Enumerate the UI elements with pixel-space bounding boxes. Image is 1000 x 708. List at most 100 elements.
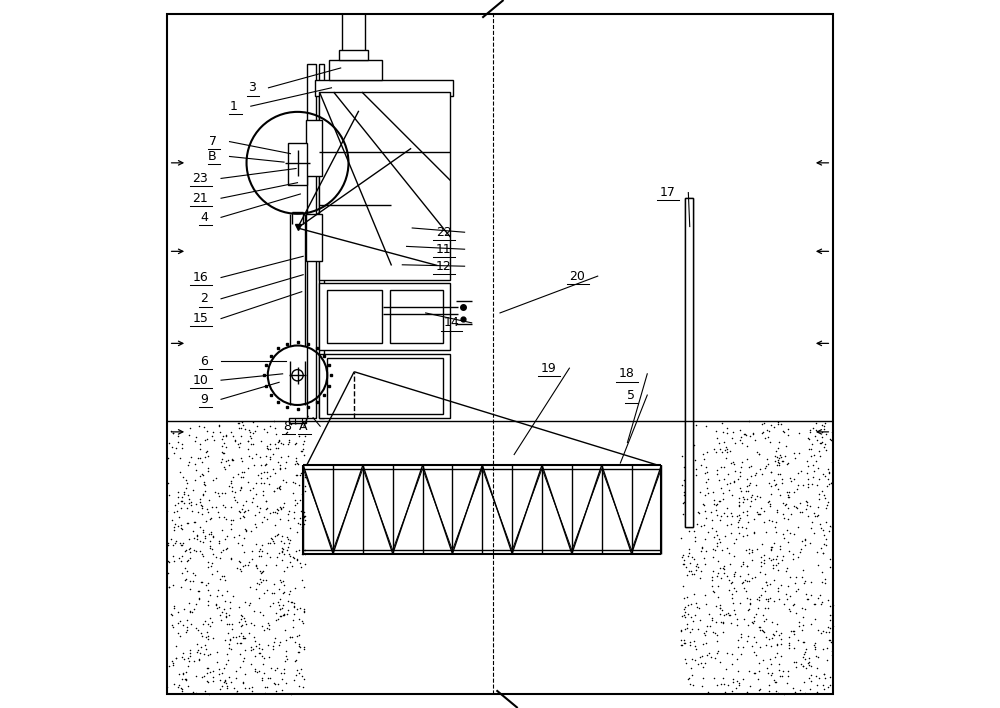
Point bbox=[795, 661, 811, 672]
Point bbox=[805, 422, 821, 433]
Point bbox=[166, 600, 182, 612]
Point bbox=[681, 565, 697, 576]
Point bbox=[803, 450, 819, 461]
Point bbox=[275, 610, 291, 621]
Point bbox=[805, 472, 821, 483]
Point bbox=[266, 537, 282, 549]
Point bbox=[740, 568, 756, 579]
Point bbox=[816, 668, 832, 680]
Point bbox=[191, 592, 207, 603]
Point bbox=[674, 450, 690, 462]
Point bbox=[774, 474, 790, 485]
Point bbox=[813, 437, 829, 448]
Point bbox=[174, 550, 190, 561]
Point bbox=[224, 485, 240, 496]
Point bbox=[229, 687, 245, 698]
Point bbox=[762, 592, 778, 603]
Point bbox=[792, 546, 808, 557]
Point bbox=[282, 556, 298, 568]
Point bbox=[255, 566, 271, 577]
Point bbox=[289, 554, 305, 566]
Point bbox=[825, 620, 841, 632]
Point bbox=[296, 450, 312, 461]
Text: 19: 19 bbox=[541, 362, 557, 375]
Point bbox=[769, 618, 785, 629]
Point bbox=[205, 675, 221, 687]
Point bbox=[251, 545, 267, 556]
Point bbox=[710, 591, 726, 603]
Point bbox=[185, 526, 201, 537]
Point bbox=[718, 663, 734, 675]
Point bbox=[780, 514, 796, 525]
Point bbox=[270, 678, 286, 689]
Point bbox=[823, 636, 839, 648]
Point bbox=[274, 673, 290, 685]
Point bbox=[798, 503, 814, 515]
Point bbox=[788, 585, 804, 596]
Point bbox=[168, 536, 184, 547]
Point bbox=[270, 442, 286, 454]
Point bbox=[674, 479, 690, 491]
Point bbox=[787, 577, 803, 588]
Point bbox=[767, 479, 783, 491]
Point bbox=[675, 549, 691, 561]
Bar bbox=[390, 290, 443, 343]
Point bbox=[676, 475, 692, 486]
Text: 15: 15 bbox=[192, 312, 208, 325]
Point bbox=[274, 542, 290, 554]
Point bbox=[797, 534, 813, 545]
Point bbox=[693, 657, 709, 668]
Point bbox=[723, 457, 739, 469]
Point bbox=[233, 637, 249, 649]
Point bbox=[686, 588, 702, 600]
Point bbox=[792, 506, 808, 518]
Point bbox=[774, 455, 790, 467]
Point bbox=[744, 489, 760, 501]
Point bbox=[770, 442, 786, 453]
Point bbox=[762, 498, 778, 510]
Point bbox=[797, 539, 813, 551]
Point bbox=[296, 582, 312, 593]
Point bbox=[297, 544, 313, 556]
Point bbox=[790, 521, 806, 532]
Point bbox=[278, 678, 294, 689]
Point bbox=[753, 589, 769, 600]
Point bbox=[768, 445, 784, 456]
Point bbox=[688, 598, 704, 609]
Point bbox=[160, 539, 176, 551]
Text: 10: 10 bbox=[192, 374, 208, 387]
Point bbox=[787, 452, 803, 464]
Point bbox=[214, 446, 230, 457]
Point bbox=[698, 545, 714, 556]
Point bbox=[771, 594, 787, 605]
Point bbox=[294, 488, 310, 499]
Point bbox=[760, 593, 776, 605]
Point bbox=[281, 435, 297, 446]
Point bbox=[709, 647, 725, 658]
Point bbox=[241, 424, 257, 435]
Point bbox=[180, 554, 196, 566]
Point bbox=[808, 425, 824, 436]
Point bbox=[761, 680, 777, 691]
Point bbox=[726, 571, 742, 582]
Point bbox=[674, 552, 690, 563]
Point bbox=[205, 531, 221, 542]
Point bbox=[273, 451, 289, 462]
Point bbox=[764, 515, 780, 527]
Point bbox=[195, 525, 211, 536]
Point bbox=[211, 664, 227, 675]
Point bbox=[216, 447, 232, 459]
Point bbox=[165, 427, 181, 438]
Point bbox=[195, 469, 211, 481]
Point bbox=[234, 455, 250, 467]
Point bbox=[186, 532, 202, 543]
Point bbox=[231, 417, 247, 428]
Point bbox=[755, 654, 771, 666]
Point bbox=[243, 432, 259, 443]
Point bbox=[215, 430, 231, 442]
Point bbox=[770, 585, 786, 596]
Point bbox=[166, 521, 182, 532]
Point bbox=[161, 489, 177, 501]
Point bbox=[705, 543, 721, 554]
Point bbox=[725, 674, 741, 685]
